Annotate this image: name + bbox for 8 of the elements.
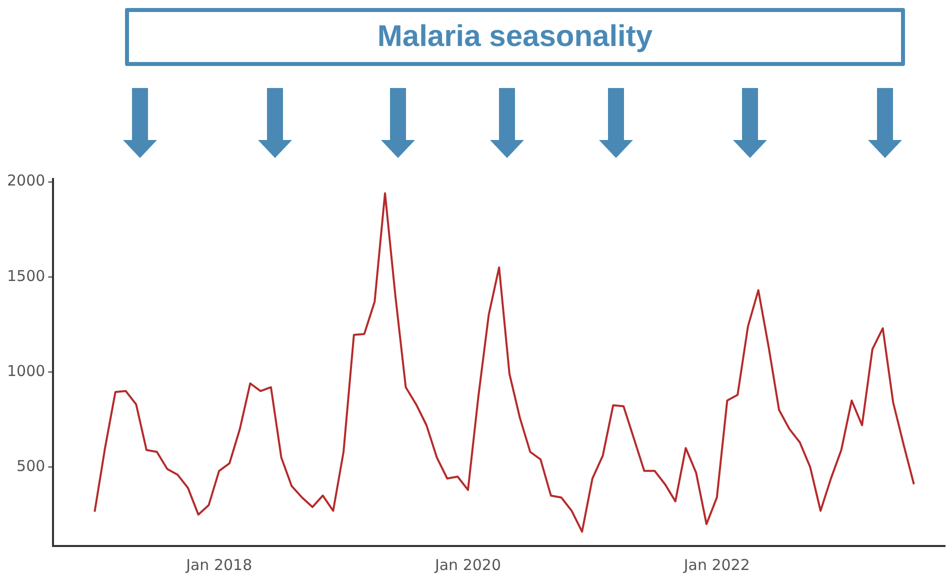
x-tick-label: Jan 2020	[434, 556, 502, 574]
y-tick-label: 1500	[6, 266, 46, 285]
y-tick-label: 500	[16, 456, 46, 475]
x-tick-label: Jan 2022	[682, 556, 750, 574]
y-tick-label: 2000	[6, 172, 46, 190]
x-tick-label: Jan 2018	[185, 556, 252, 574]
y-tick-label: 1000	[6, 362, 46, 380]
chart-title: Malaria seasonality	[125, 8, 905, 66]
